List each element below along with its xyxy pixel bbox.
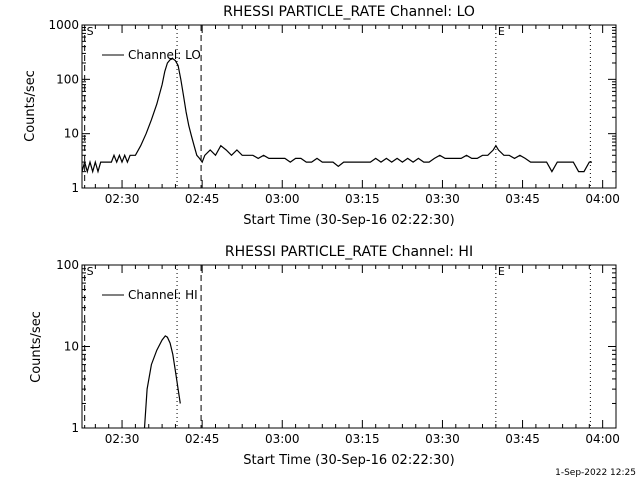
lo-y-tick-label: 10 bbox=[64, 127, 79, 141]
lo-plot-area: 1 10 100 1000 02:30 02:45 03:00 03:15 03:30 03:45… bbox=[48, 18, 619, 206]
hi-series-line bbox=[143, 335, 181, 429]
lo-y-tick-label: 1000 bbox=[48, 18, 79, 32]
lo-marker-label: S bbox=[87, 25, 94, 38]
lo-marker-label: E bbox=[498, 25, 505, 38]
hi-y-tick-label: 100 bbox=[56, 258, 79, 272]
hi-legend-label: Channel: HI bbox=[128, 288, 198, 302]
hi-x-tick-label: 03:45 bbox=[505, 432, 540, 446]
lo-channel-panel: RHESSI PARTICLE_RATE Channel: LO 1101001… bbox=[23, 4, 620, 228]
hi-x-tick-label: 03:15 bbox=[345, 432, 380, 446]
lo-x-tick-label: 04:00 bbox=[585, 192, 620, 206]
lo-y-tick-label: 100 bbox=[56, 72, 79, 86]
hi-x-tick-label: 02:30 bbox=[105, 432, 140, 446]
lo-legend-label: Channel: LO bbox=[128, 48, 201, 62]
hi-chart-title: RHESSI PARTICLE_RATE Channel: HI bbox=[225, 244, 473, 260]
lo-x-tick-label: 02:45 bbox=[185, 192, 220, 206]
lo-series-line bbox=[81, 58, 592, 174]
hi-y-tick-label: 10 bbox=[64, 340, 79, 354]
hi-x-tick-label: 04:00 bbox=[585, 432, 620, 446]
lo-x-tick-label: 03:00 bbox=[265, 192, 300, 206]
hi-marker-label: E bbox=[498, 265, 505, 278]
hi-marker-label: S bbox=[87, 265, 94, 278]
lo-x-tick-label: 03:15 bbox=[345, 192, 380, 206]
lo-chart-title: RHESSI PARTICLE_RATE Channel: LO bbox=[223, 4, 475, 20]
lo-x-tick-label: 03:30 bbox=[425, 192, 460, 206]
hi-y-axis-label: Counts/sec bbox=[29, 311, 44, 383]
lo-x-tick-label: 03:45 bbox=[505, 192, 540, 206]
lo-y-axis-label: Counts/sec bbox=[23, 70, 38, 142]
hi-x-tick-label: 02:45 bbox=[185, 432, 220, 446]
footer-timestamp: 1-Sep-2022 12:25 bbox=[555, 468, 636, 478]
hi-y-tick-label: 1 bbox=[71, 421, 79, 435]
hi-x-axis-label: Start Time (30-Sep-16 02:22:30) bbox=[243, 453, 454, 468]
lo-x-tick-label: 02:30 bbox=[105, 192, 140, 206]
hi-x-tick-label: 03:00 bbox=[265, 432, 300, 446]
lo-y-tick-label: 1 bbox=[71, 181, 79, 195]
hi-channel-panel: RHESSI PARTICLE_RATE Channel: HI 1 10 100 0… bbox=[29, 244, 620, 468]
hi-plot-area: 1 10 100 02:30 02:45 03:00 03:15 03:30 03:45 04:0… bbox=[56, 258, 620, 446]
lo-x-axis-label: Start Time (30-Sep-16 02:22:30) bbox=[243, 213, 454, 228]
hi-x-tick-label: 03:30 bbox=[425, 432, 460, 446]
